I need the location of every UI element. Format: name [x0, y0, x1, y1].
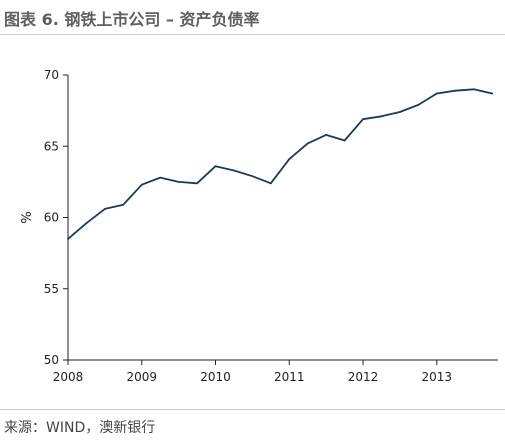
data-point — [325, 133, 328, 136]
data-point — [159, 176, 162, 179]
x-tick-label: 2012 — [348, 370, 379, 384]
data-point — [399, 111, 401, 113]
data-point — [454, 89, 457, 92]
line-chart: 50 55 60 65 70 2008 2009 2010 2011 2012 2013% — [20, 68, 498, 384]
footer-divider — [0, 409, 505, 410]
y-tick-label: 55 — [44, 282, 59, 296]
data-point — [177, 180, 180, 183]
data-point — [269, 182, 272, 185]
data-point — [85, 222, 88, 225]
data-point — [103, 208, 106, 210]
x-tick-label: 2010 — [200, 370, 231, 384]
y-tick-label: 65 — [44, 139, 59, 153]
x-tick-label: 2011 — [274, 370, 305, 384]
data-point — [435, 92, 438, 95]
y-tick-label: 60 — [44, 211, 59, 225]
x-tick-label: 2009 — [126, 370, 157, 384]
chart-plot-area — [67, 88, 494, 240]
data-point — [233, 169, 235, 172]
chart-title: 图表 6. 钢铁上市公司 – 资产负债率 — [4, 10, 260, 29]
x-tick-label: 2008 — [53, 370, 84, 384]
chart-axes: 50 55 60 65 70 2008 2009 2010 2011 2012 2013% — [20, 68, 498, 384]
data-point — [417, 104, 420, 106]
data-point — [362, 118, 364, 121]
data-point — [122, 203, 125, 206]
data-point — [343, 139, 346, 142]
y-tick-label: 70 — [44, 68, 59, 82]
data-point — [251, 175, 254, 178]
data-point — [140, 183, 143, 186]
y-axis-label: % — [20, 211, 35, 223]
x-tick-label: 2013 — [422, 370, 453, 384]
data-point — [67, 237, 69, 240]
source-note: 来源：WIND，澳新银行 — [4, 420, 156, 436]
data-point — [288, 158, 291, 160]
y-tick-label: 50 — [44, 353, 59, 367]
data-point — [472, 88, 475, 91]
series-line-0 — [67, 88, 494, 240]
title-divider — [0, 34, 505, 35]
data-point — [214, 165, 217, 168]
data-point — [380, 115, 383, 118]
data-point — [196, 182, 198, 185]
data-point — [306, 142, 309, 145]
data-point — [491, 92, 493, 95]
